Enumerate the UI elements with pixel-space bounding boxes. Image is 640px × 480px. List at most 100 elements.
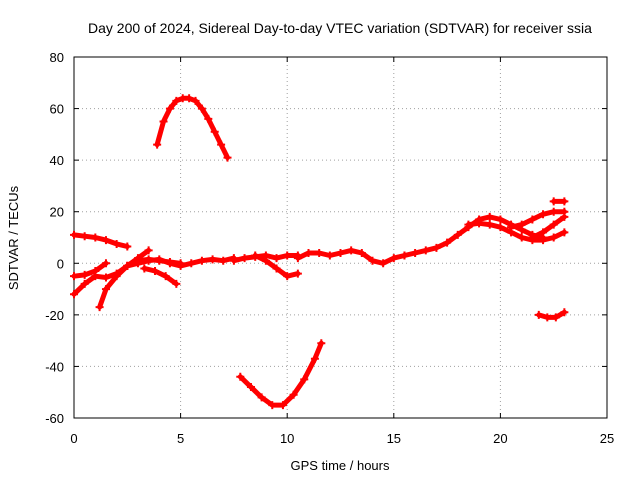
data-point [539,228,548,237]
data-point [80,270,89,279]
data-point [70,290,78,299]
data-point [151,267,160,276]
data-point [389,254,398,263]
data-point [144,256,153,265]
data-point [112,272,121,281]
series-line-track-16 [536,309,567,320]
data-point [176,261,185,270]
data-point [70,230,78,239]
data-point [517,233,526,242]
data-point [432,243,441,252]
x-tick-label: 20 [493,431,507,446]
chart-title: Day 200 of 2024, Sidereal Day-to-day VTE… [88,20,592,36]
data-point [236,372,245,381]
series-line-track-10 [237,340,324,408]
x-axis-label: GPS time / hours [291,458,390,473]
data-point [300,375,309,384]
data-point [549,233,558,242]
data-point [219,256,228,265]
data-point [475,219,484,228]
data-point [268,401,277,410]
data-point [159,117,168,126]
data-point [144,246,153,255]
data-point [191,96,200,105]
data-point [539,210,548,219]
data-point [123,261,132,270]
data-point [165,259,174,268]
axis-ticks [73,56,608,419]
data-point [240,254,249,263]
y-tick-label: 40 [50,153,64,168]
series-line-track-17 [529,214,567,240]
x-tick-label: 5 [177,431,184,446]
data-point [283,272,292,281]
data-point [153,140,162,149]
data-point [560,308,569,317]
y-tick-label: -60 [45,411,64,426]
data-point [453,230,462,239]
data-point [551,313,560,322]
data-point [257,393,266,402]
data-point [208,255,217,264]
data-point [507,223,516,232]
data-point [185,94,194,103]
data-point [411,248,420,257]
data-point [101,285,110,294]
data-point [91,233,100,242]
data-point [272,264,281,273]
data-point [315,248,324,257]
data-point [496,223,505,232]
data-point [155,255,164,264]
data-point [80,232,89,241]
data-point [140,264,149,273]
data-point [528,215,537,224]
data-point [421,246,430,255]
y-tick-label: 0 [57,256,64,271]
data-point [464,220,473,229]
data-point [443,238,452,247]
data-point [560,212,569,221]
data-point [310,354,319,363]
data-point [172,96,181,105]
data-point [223,153,232,162]
data-point [496,215,505,224]
data-point [539,236,548,245]
data-point [95,303,104,312]
x-tick-label: 10 [280,431,294,446]
x-tick-label: 0 [70,431,77,446]
data-point [304,248,313,257]
data-point [161,272,170,281]
data-point [165,104,174,113]
series-line-track-4 [97,256,184,310]
data-point [70,272,78,281]
data-point [528,233,537,242]
data-point [112,239,121,248]
data-point [133,259,142,268]
data-point [400,251,409,260]
data-point [91,267,100,276]
series-line-track-3 [71,260,109,279]
data-point [549,220,558,229]
data-point [272,254,281,263]
data-point [289,390,298,399]
y-tick-label: 80 [50,50,64,65]
data-point [293,269,302,278]
data-point [347,246,356,255]
data-point [101,236,110,245]
data-point [197,256,206,265]
data-point [197,104,206,113]
data-point [336,248,345,257]
data-point [325,251,334,260]
y-axis-label: SDTVAR / TECUs [6,185,21,290]
data-point [172,279,181,288]
data-point [229,256,238,265]
data-point [251,251,260,260]
data-point [379,259,388,268]
data-point [283,251,292,260]
y-tick-label: 20 [50,205,64,220]
y-tick-label: -20 [45,308,64,323]
y-tick-label: -40 [45,359,64,374]
data-point [123,242,132,251]
data-point [368,256,377,265]
